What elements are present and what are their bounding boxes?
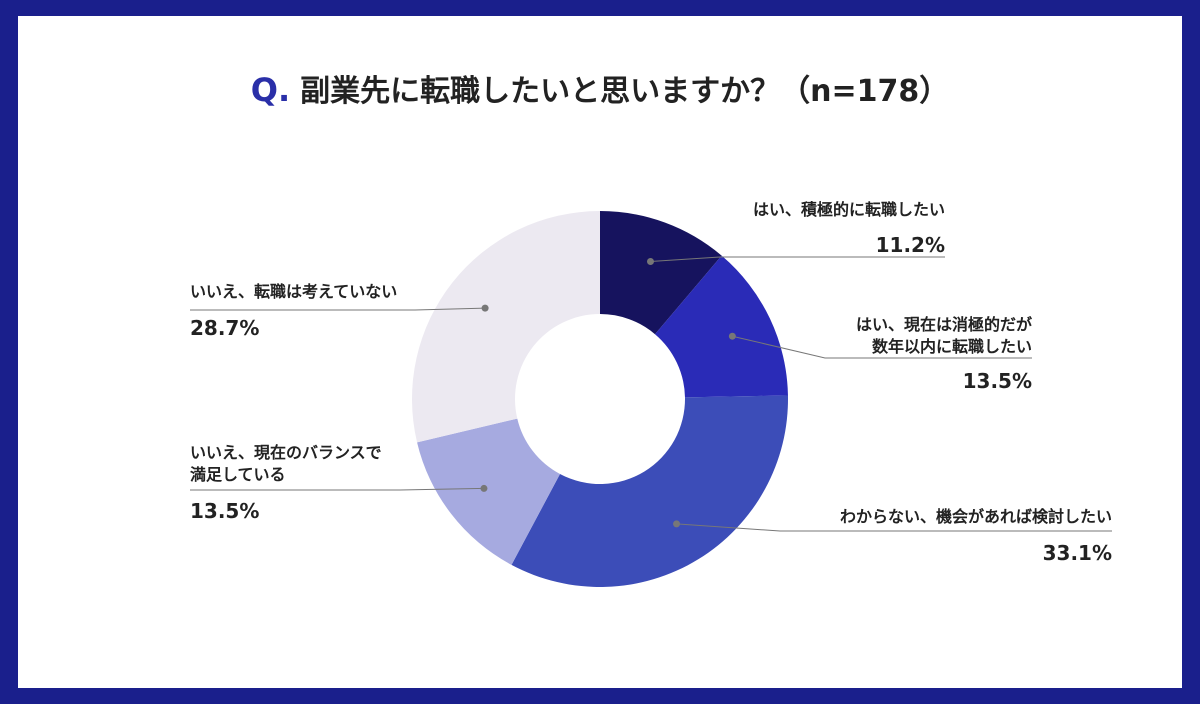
slice-label-2-line-0: わからない、機会があれば検討したい <box>839 507 1112 526</box>
slice-label-3: いいえ、現在のバランスで 満足している <box>190 442 450 486</box>
question-prefix: Q. <box>250 71 291 109</box>
leader-line-1 <box>732 335 1032 359</box>
slice-label-1: はい、現在は消極的だが 数年以内に転職したい <box>740 314 1032 358</box>
slice-label-4-line-0: いいえ、転職は考えていない <box>190 282 398 301</box>
leader-dot-3 <box>480 484 488 492</box>
leader-line-2 <box>676 523 1112 532</box>
slice-label-3-line-0: いいえ、現在のバランスで <box>190 443 382 462</box>
leader-dot-1 <box>728 332 736 340</box>
slice-value-3: 13.5% <box>190 499 260 523</box>
leader-line-0 <box>650 256 945 262</box>
slice-label-3-line-1: 満足している <box>190 465 286 484</box>
leader-dot-2 <box>673 520 681 528</box>
slice-label-1-line-0: はい、現在は消極的だが <box>855 315 1032 334</box>
donut-slice-1 <box>654 255 788 398</box>
slice-label-0: はい、積極的に転職したい <box>640 199 945 221</box>
donut-slice-4 <box>412 211 600 443</box>
donut-slice-2 <box>511 395 788 587</box>
slice-label-0-line-0: はい、積極的に転職したい <box>752 200 945 219</box>
leader-dot-4 <box>481 304 489 312</box>
slice-label-1-line-1: 数年以内に転職したい <box>871 337 1032 356</box>
donut-slice-3 <box>417 418 560 565</box>
chart-title: Q. 副業先に転職したいと思いますか？（n=178） <box>0 66 1200 110</box>
leader-line-4 <box>190 307 486 311</box>
leader-line-3 <box>190 487 484 491</box>
slice-label-2: わからない、機会があれば検討したい <box>700 506 1112 528</box>
slice-value-0: 11.2% <box>875 233 945 257</box>
slice-label-4: いいえ、転職は考えていない <box>190 281 450 303</box>
question-text: 副業先に転職したいと思いますか？（n=178） <box>300 74 950 109</box>
leader-dot-0 <box>646 257 654 265</box>
slice-value-4: 28.7% <box>190 316 260 340</box>
slice-value-1: 13.5% <box>962 369 1032 393</box>
slice-value-2: 33.1% <box>1042 541 1112 565</box>
donut-slice-0 <box>600 211 722 335</box>
